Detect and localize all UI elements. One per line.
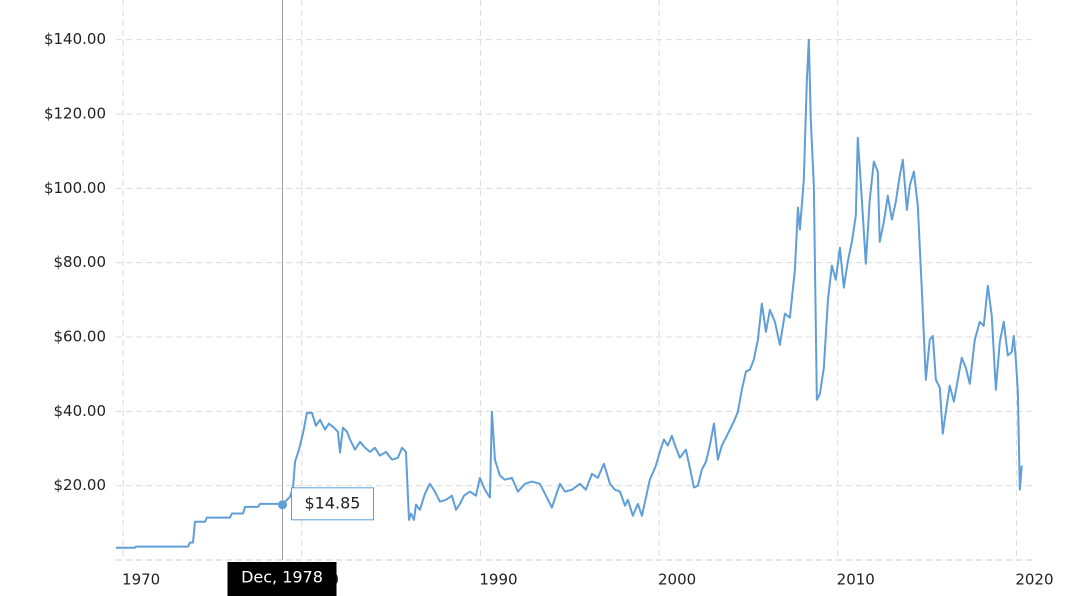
x-tick-label: 2010	[837, 571, 875, 589]
y-tick-label: $40.00	[54, 402, 107, 420]
tooltip-date: Dec, 1978	[241, 568, 323, 587]
x-tick-label: 2020	[1015, 571, 1053, 589]
y-tick-label: $60.00	[54, 328, 107, 346]
y-tick-label: $120.00	[44, 105, 106, 123]
tooltip-value: $14.85	[305, 493, 361, 512]
y-tick-label: $20.00	[54, 476, 107, 494]
tooltip-date-box	[227, 562, 337, 596]
y-tick-label: $100.00	[44, 179, 106, 197]
x-tick-label: 1970	[122, 571, 160, 589]
tooltip-box	[291, 487, 375, 521]
hover-point	[278, 500, 288, 510]
x-tick-label: 1990	[479, 571, 517, 589]
price-line	[116, 38, 1023, 549]
y-tick-label: $80.00	[54, 253, 107, 271]
x-tick-label: 2000	[658, 571, 696, 589]
y-tick-label: $140.00	[44, 30, 106, 48]
